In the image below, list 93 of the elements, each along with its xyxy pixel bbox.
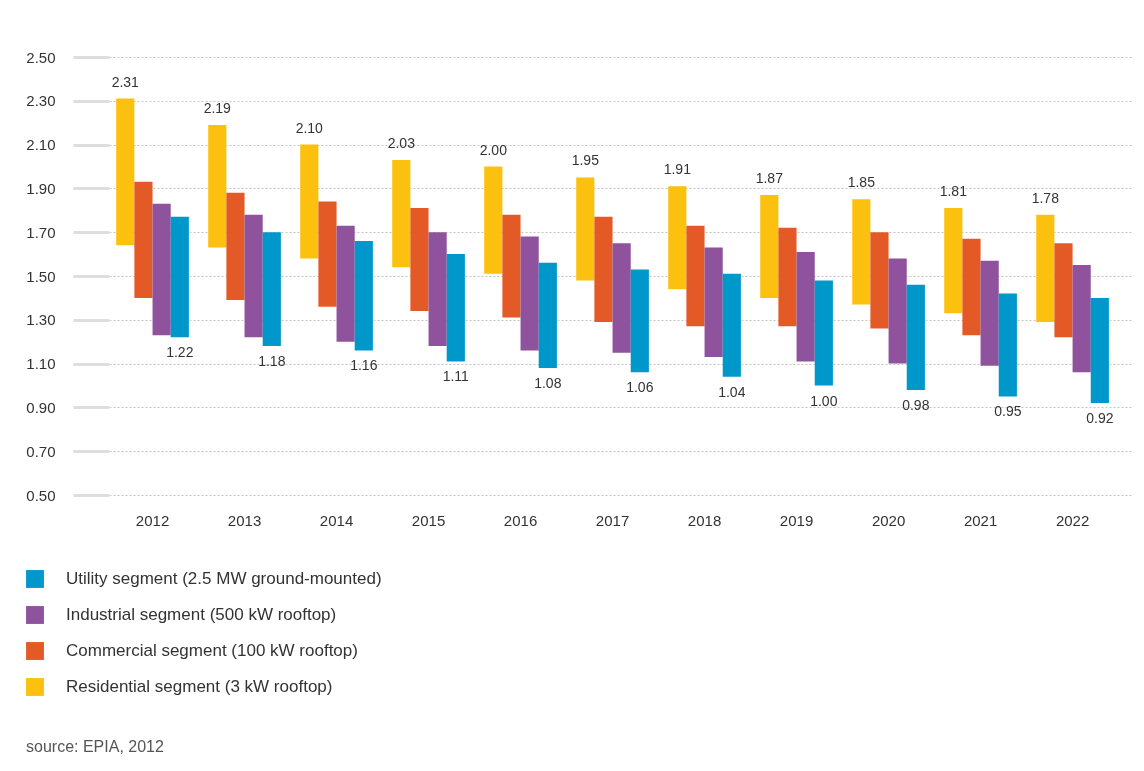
bar	[152, 203, 171, 336]
x-tick-label: 2019	[779, 511, 814, 529]
data-label: 2.03	[387, 134, 416, 151]
bar	[944, 208, 963, 314]
data-label: 2.19	[203, 99, 232, 116]
bar	[870, 232, 889, 329]
y-tick-label: 0.50	[26, 486, 56, 504]
y-tick-label: 0.90	[26, 398, 56, 416]
bar	[1054, 243, 1073, 338]
bar	[796, 251, 815, 362]
bar	[392, 159, 411, 268]
bar	[888, 258, 907, 364]
bar	[116, 98, 135, 246]
data-label: 1.08	[534, 374, 562, 391]
data-label: 2.10	[295, 119, 324, 136]
bar	[318, 201, 337, 307]
bar	[686, 225, 705, 327]
x-tick-label: 2020	[871, 511, 906, 529]
bar	[354, 240, 373, 351]
bar	[778, 227, 797, 327]
bar	[244, 214, 263, 338]
data-label: 2.00	[479, 141, 508, 158]
x-tick-label: 2021	[963, 511, 998, 529]
y-tick-label: 2.30	[26, 92, 56, 110]
data-label: 1.91	[663, 161, 692, 178]
bar	[760, 194, 779, 298]
data-label: 1.87	[755, 169, 784, 186]
x-tick-label: 2022	[1055, 511, 1090, 529]
data-label: 1.81	[939, 183, 968, 200]
y-tick-label: 1.70	[26, 223, 56, 241]
bar	[134, 181, 153, 298]
bar	[980, 260, 999, 366]
bar	[852, 199, 871, 305]
bar	[630, 269, 649, 373]
bar	[668, 186, 687, 290]
data-label: 1.85	[847, 174, 876, 191]
bar	[502, 214, 521, 318]
data-label: 1.18	[258, 353, 286, 370]
bar	[336, 225, 355, 342]
x-tick-label: 2015	[411, 511, 446, 529]
bar	[704, 247, 723, 358]
data-label: 1.04	[718, 383, 746, 400]
y-tick-label: 1.90	[26, 179, 56, 197]
bar	[998, 293, 1017, 397]
bar	[1090, 297, 1109, 404]
legend-label: Utility segment (2.5 MW ground-mounted)	[66, 569, 382, 588]
data-label: 0.95	[994, 403, 1022, 420]
bar	[906, 284, 925, 390]
bar	[226, 192, 245, 301]
source-note: source: EPIA, 2012	[26, 737, 164, 757]
x-tick-label: 2018	[687, 511, 722, 529]
data-label: 2.31	[111, 73, 140, 90]
data-label: 1.95	[571, 152, 600, 169]
legend-label: Commercial segment (100 kW rooftop)	[66, 641, 358, 660]
x-tick-label: 2017	[595, 511, 630, 529]
data-label: 1.11	[442, 368, 470, 385]
bar	[262, 232, 281, 347]
data-label: 1.78	[1031, 189, 1060, 206]
bar	[576, 177, 595, 281]
data-label: 0.92	[1086, 410, 1114, 427]
y-tick-label: 0.70	[26, 442, 56, 460]
bar	[538, 262, 557, 368]
bar	[1036, 214, 1055, 322]
data-label: 1.06	[626, 379, 654, 396]
bar	[410, 208, 429, 312]
y-tick-label: 1.10	[26, 355, 56, 373]
data-label: 1.16	[350, 357, 378, 374]
legend-label: Residential segment (3 kW rooftop)	[66, 677, 333, 696]
y-tick-label: 2.50	[26, 48, 56, 66]
bar	[814, 280, 833, 386]
bar	[208, 124, 227, 248]
y-tick-label: 1.30	[26, 311, 56, 329]
x-tick-label: 2014	[319, 511, 354, 529]
bar	[612, 243, 631, 353]
y-tick-label: 2.10	[26, 136, 56, 154]
bar	[520, 236, 539, 351]
bar	[594, 216, 613, 322]
bar	[170, 216, 189, 338]
x-tick-label: 2016	[503, 511, 538, 529]
data-label: 1.22	[166, 344, 194, 361]
x-tick-label: 2012	[135, 511, 170, 529]
x-tick-label: 2013	[227, 511, 262, 529]
bar	[484, 166, 503, 274]
bar	[446, 254, 465, 362]
data-label: 1.00	[810, 392, 838, 409]
y-tick-label: 1.50	[26, 267, 56, 285]
legend-label: Industrial segment (500 kW rooftop)	[66, 605, 337, 624]
bar	[962, 238, 981, 336]
bar	[1072, 265, 1091, 373]
bar	[722, 273, 741, 377]
data-label: 0.98	[902, 396, 930, 413]
bar	[428, 232, 447, 347]
bar	[300, 144, 319, 259]
